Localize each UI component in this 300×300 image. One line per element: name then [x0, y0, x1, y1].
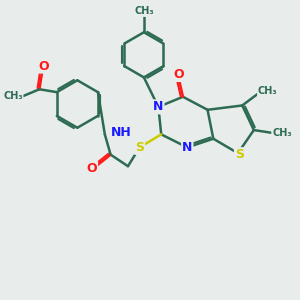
Text: O: O — [173, 68, 184, 81]
Text: N: N — [182, 141, 193, 154]
Text: O: O — [86, 162, 97, 175]
Text: CH₃: CH₃ — [3, 92, 22, 101]
Text: CH₃: CH₃ — [134, 6, 154, 16]
Text: S: S — [135, 141, 144, 154]
Text: CH₃: CH₃ — [258, 86, 278, 96]
Text: S: S — [235, 148, 244, 161]
Text: NH: NH — [111, 126, 132, 140]
Text: O: O — [38, 60, 49, 73]
Text: CH₃: CH₃ — [272, 128, 292, 138]
Text: N: N — [153, 100, 164, 113]
